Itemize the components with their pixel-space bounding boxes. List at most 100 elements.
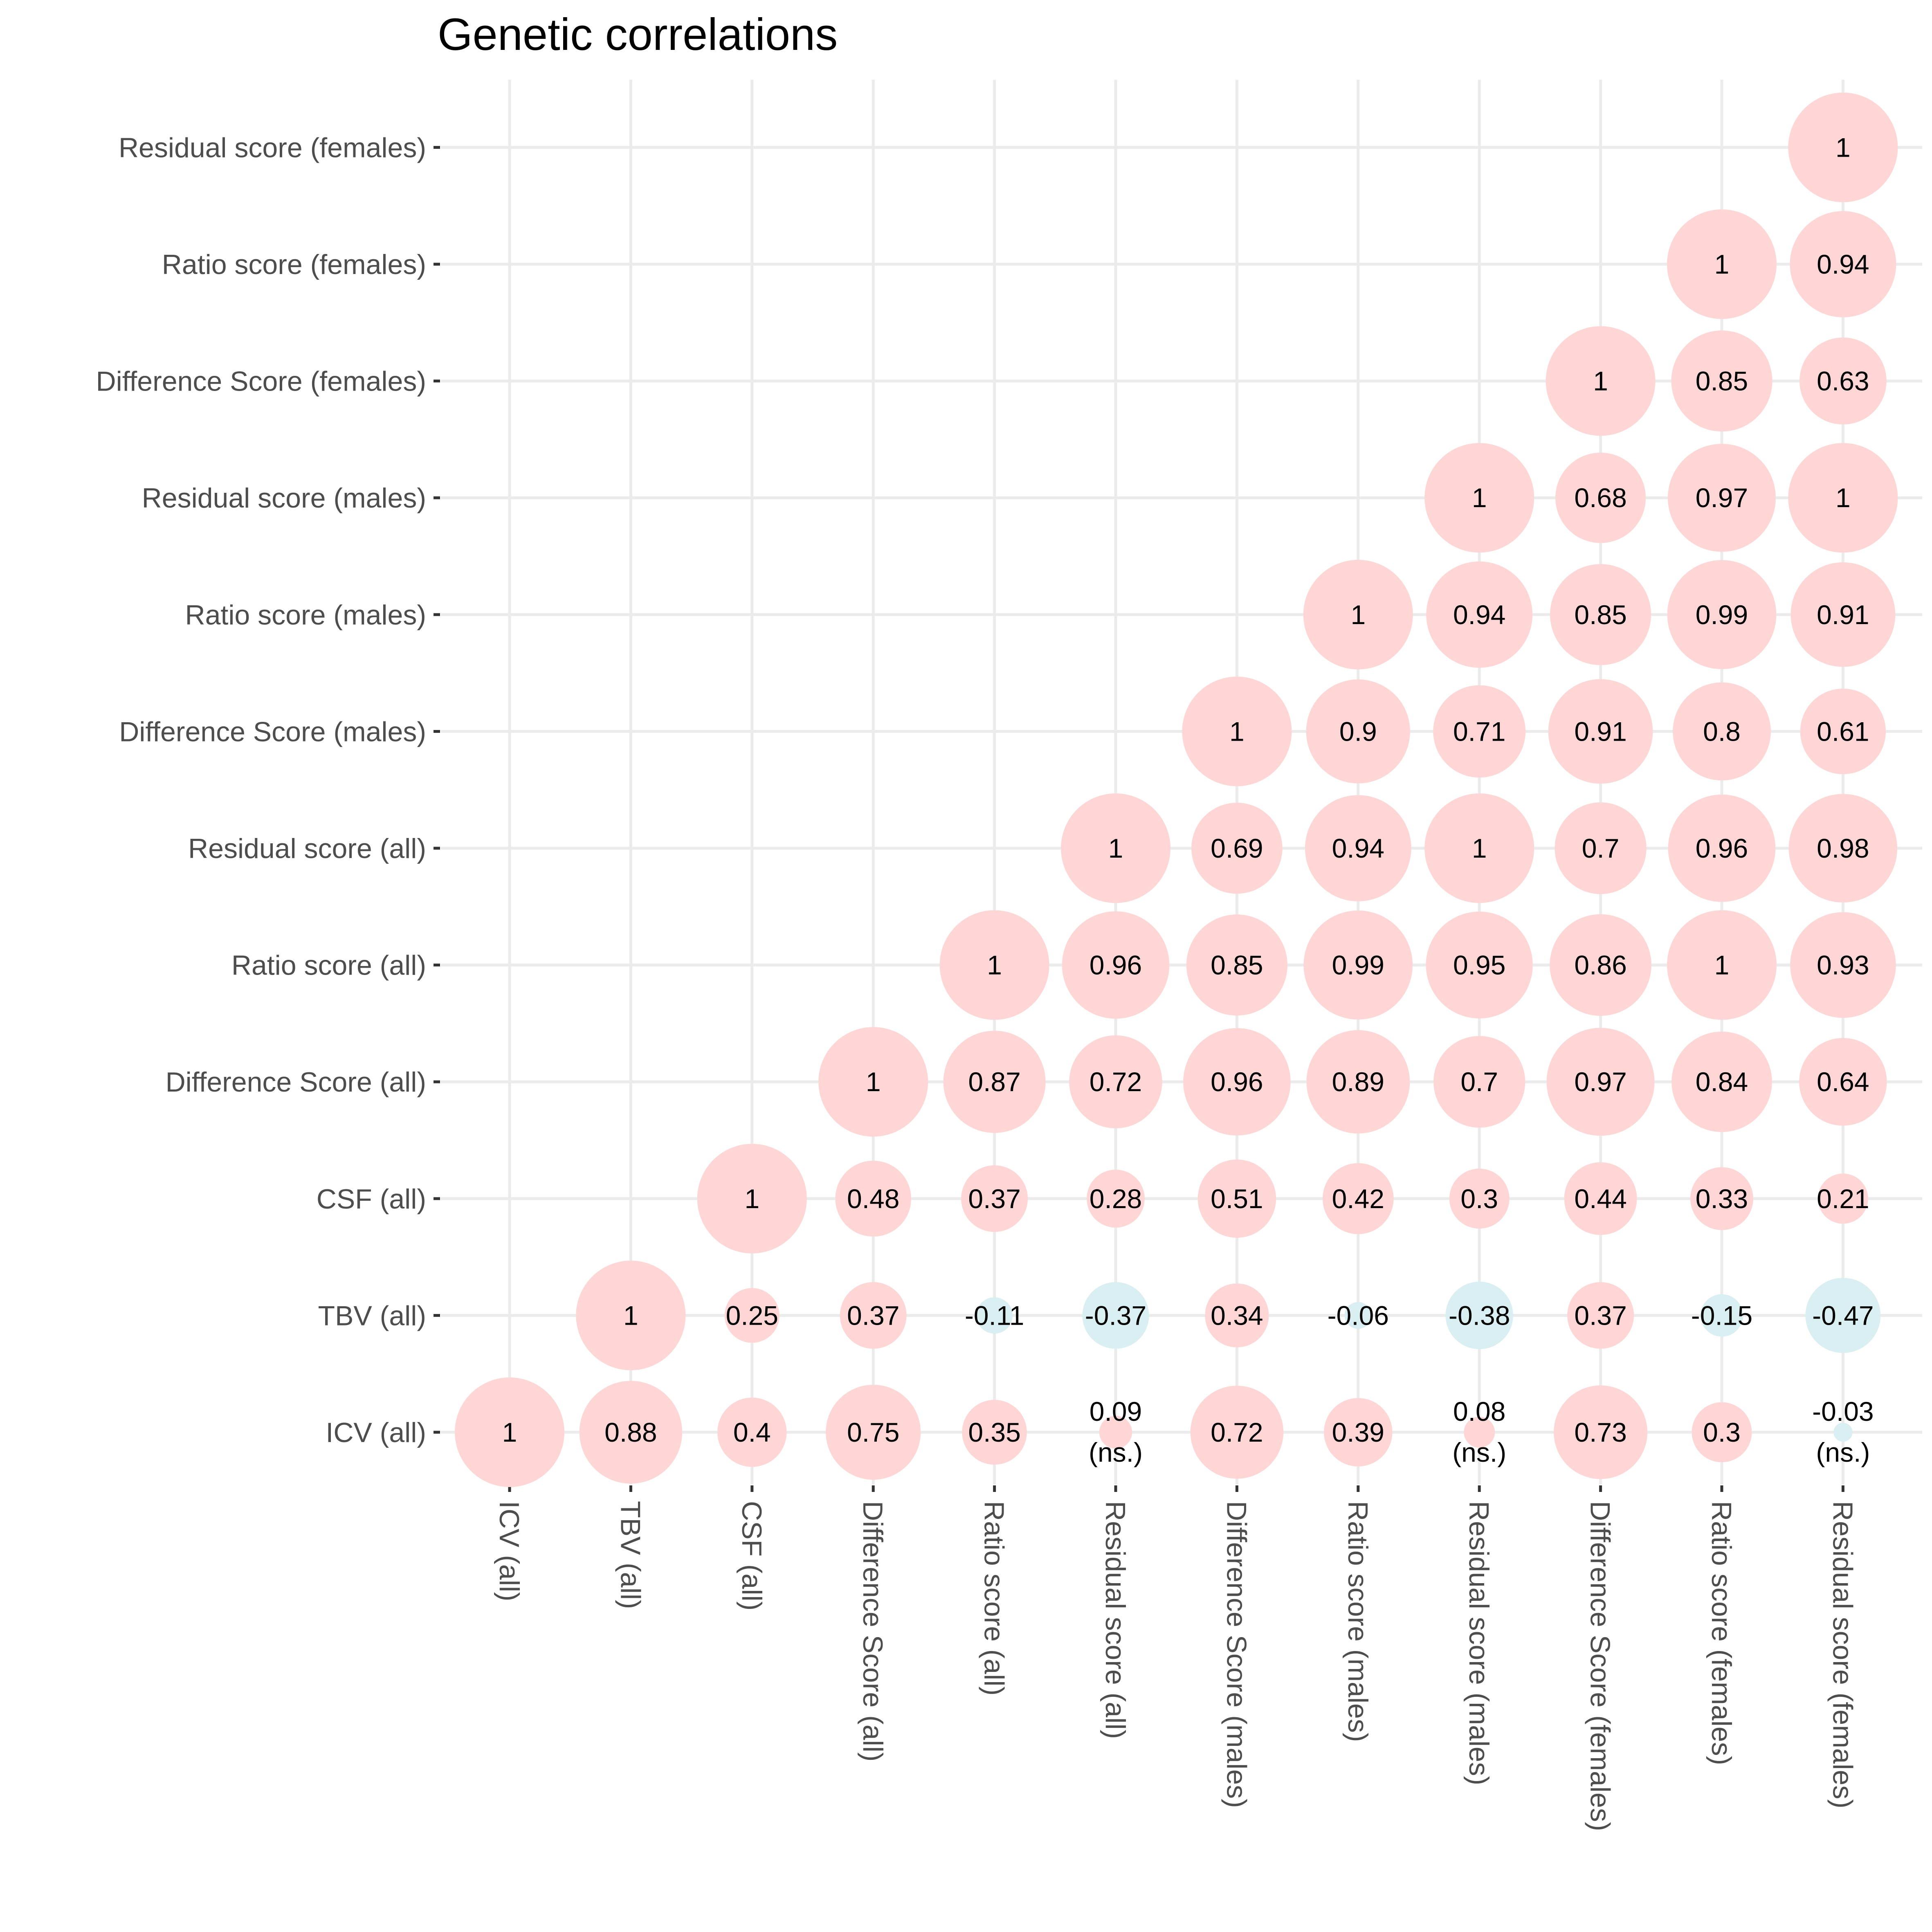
correlation-value-label: 0.7 bbox=[1582, 833, 1620, 863]
correlation-bubble bbox=[1061, 793, 1170, 903]
correlation-bubble bbox=[1433, 1036, 1525, 1128]
correlation-value-label: 0.69 bbox=[1211, 833, 1263, 863]
correlation-value-label: 1 bbox=[1714, 249, 1730, 279]
correlation-bubble bbox=[1673, 682, 1771, 781]
correlation-bubble bbox=[1550, 564, 1651, 665]
correlation-bubble bbox=[697, 1143, 807, 1254]
correlation-value-label: 0.72 bbox=[1090, 1067, 1142, 1097]
correlation-bubble bbox=[1546, 1028, 1655, 1136]
x-axis-tick-labels: ICV (all) TBV (all) CSF (all) Difference Sc… bbox=[494, 1501, 1858, 1831]
correlation-bubble bbox=[1790, 912, 1896, 1018]
x-tick-label: Residual score (males) bbox=[1463, 1501, 1494, 1785]
correlation-value-label: 0.3 bbox=[1703, 1417, 1741, 1447]
correlation-value-label: 0.96 bbox=[1696, 833, 1748, 863]
correlation-value-label: 0.68 bbox=[1574, 483, 1626, 513]
correlation-bubble bbox=[943, 1031, 1046, 1133]
chart-title: Genetic correlations bbox=[438, 9, 838, 60]
y-tick-label: CSF (all) bbox=[317, 1184, 426, 1215]
correlation-bubble bbox=[1668, 794, 1776, 902]
y-tick-label: Difference Score (males) bbox=[119, 716, 426, 747]
correlation-bubble bbox=[1690, 1167, 1753, 1230]
correlation-bubble bbox=[1182, 676, 1292, 786]
correlation-bubble bbox=[579, 1381, 683, 1484]
correlation-value-label: 0.25 bbox=[726, 1300, 778, 1330]
correlation-bubble bbox=[818, 1027, 928, 1137]
correlation-value-label: -0.15 bbox=[1691, 1300, 1752, 1330]
correlation-value-label: 0.75 bbox=[847, 1417, 899, 1447]
x-tick-label: Ratio score (males) bbox=[1342, 1501, 1373, 1742]
correlation-bubble bbox=[1546, 326, 1656, 436]
correlation-bubble bbox=[1555, 452, 1646, 543]
correlation-value-label: -0.06 bbox=[1328, 1300, 1389, 1330]
correlation-value-label: 1 bbox=[1229, 716, 1245, 746]
correlation-value-label: 0.94 bbox=[1453, 600, 1505, 630]
correlation-value-label: 0.85 bbox=[1696, 366, 1748, 396]
correlation-value-label: 0.84 bbox=[1696, 1067, 1748, 1097]
correlation-bubble bbox=[717, 1397, 787, 1467]
correlation-value-label: -0.38 bbox=[1449, 1300, 1510, 1330]
correlation-bubble bbox=[1445, 1281, 1513, 1350]
x-tick-label: CSF (all) bbox=[736, 1501, 767, 1611]
correlation-value-label: -0.37 bbox=[1085, 1300, 1146, 1330]
correlation-value-label: 0.48 bbox=[847, 1184, 899, 1214]
correlation-bubble bbox=[1183, 1028, 1291, 1136]
correlation-value-label: 1 bbox=[1593, 366, 1608, 396]
correlation-value-label: 0.42 bbox=[1332, 1184, 1384, 1214]
correlation-bubble bbox=[1205, 1283, 1269, 1348]
correlation-value-label: 0.61 bbox=[1817, 716, 1869, 746]
correlation-value-label: 0.85 bbox=[1574, 600, 1626, 630]
correlation-bubble bbox=[1790, 562, 1896, 667]
correlation-value-label: 0.33 bbox=[1696, 1184, 1748, 1214]
y-tick-label: Residual score (males) bbox=[142, 483, 426, 514]
significance-label: (ns.) bbox=[1452, 1437, 1506, 1467]
correlation-value-label: 0.37 bbox=[1574, 1300, 1626, 1330]
correlation-bubble bbox=[1788, 794, 1898, 903]
correlation-bubble bbox=[1692, 1402, 1752, 1462]
axis-ticks bbox=[434, 146, 1844, 1492]
correlation-bubble bbox=[1426, 561, 1533, 668]
correlation-bubble bbox=[1701, 1294, 1743, 1337]
correlation-bubble bbox=[1790, 211, 1896, 317]
correlation-bubble bbox=[1306, 1030, 1410, 1134]
correlation-bubble bbox=[1087, 1169, 1145, 1228]
x-tick-label: ICV (all) bbox=[494, 1501, 525, 1602]
correlation-bubble bbox=[1555, 802, 1647, 894]
correlation-value-label: 0.94 bbox=[1332, 833, 1384, 863]
correlation-value-label: 0.95 bbox=[1453, 950, 1505, 980]
correlation-bubble bbox=[939, 910, 1049, 1020]
correlation-value-label: 0.71 bbox=[1453, 716, 1505, 746]
x-tick-label: Difference Score (all) bbox=[857, 1501, 888, 1761]
correlation-value-label: 0.3 bbox=[1460, 1184, 1498, 1214]
correlation-labels: 1 0.88 1 0.4 0.25 1 0.75 0.37 0.48 1 0.35 -0.11 0.37… bbox=[502, 132, 1874, 1467]
correlation-value-label: 0.51 bbox=[1211, 1184, 1263, 1214]
correlation-value-label: 0.72 bbox=[1211, 1417, 1263, 1447]
correlation-bubble bbox=[1324, 1398, 1393, 1467]
correlation-bubble bbox=[1191, 802, 1283, 894]
correlation-value-label: 0.63 bbox=[1817, 366, 1869, 396]
correlation-bubble bbox=[1433, 685, 1526, 778]
correlation-value-label: 0.34 bbox=[1211, 1300, 1263, 1330]
x-tick-label: Residual score (all) bbox=[1100, 1501, 1131, 1739]
correlation-value-label: 0.35 bbox=[968, 1417, 1020, 1447]
correlation-bubble bbox=[1099, 1415, 1132, 1449]
significance-label: (ns.) bbox=[1089, 1437, 1143, 1467]
correlation-value-label: 0.97 bbox=[1574, 1067, 1626, 1097]
correlation-bubble bbox=[1567, 1282, 1634, 1349]
y-tick-label: Ratio score (males) bbox=[185, 600, 427, 631]
y-tick-label: ICV (all) bbox=[326, 1417, 426, 1448]
correlation-value-label: 0.9 bbox=[1339, 716, 1377, 746]
correlation-bubble bbox=[1303, 559, 1413, 669]
correlation-value-label: 0.64 bbox=[1817, 1067, 1869, 1097]
y-tick-label: TBV (all) bbox=[318, 1300, 426, 1331]
y-axis-tick-labels: ICV (all) TBV (all) CSF (all) Difference Sc… bbox=[96, 132, 427, 1448]
correlation-bubble bbox=[1322, 1163, 1394, 1234]
correlation-bubble bbox=[961, 1165, 1028, 1232]
correlation-bubble bbox=[1833, 1422, 1853, 1442]
correlation-value-label: 0.8 bbox=[1703, 716, 1741, 746]
correlation-bubble bbox=[1426, 911, 1533, 1019]
correlation-bubble bbox=[1667, 560, 1777, 669]
correlation-value-label: 0.99 bbox=[1332, 950, 1384, 980]
y-tick-label: Residual score (all) bbox=[188, 833, 426, 864]
